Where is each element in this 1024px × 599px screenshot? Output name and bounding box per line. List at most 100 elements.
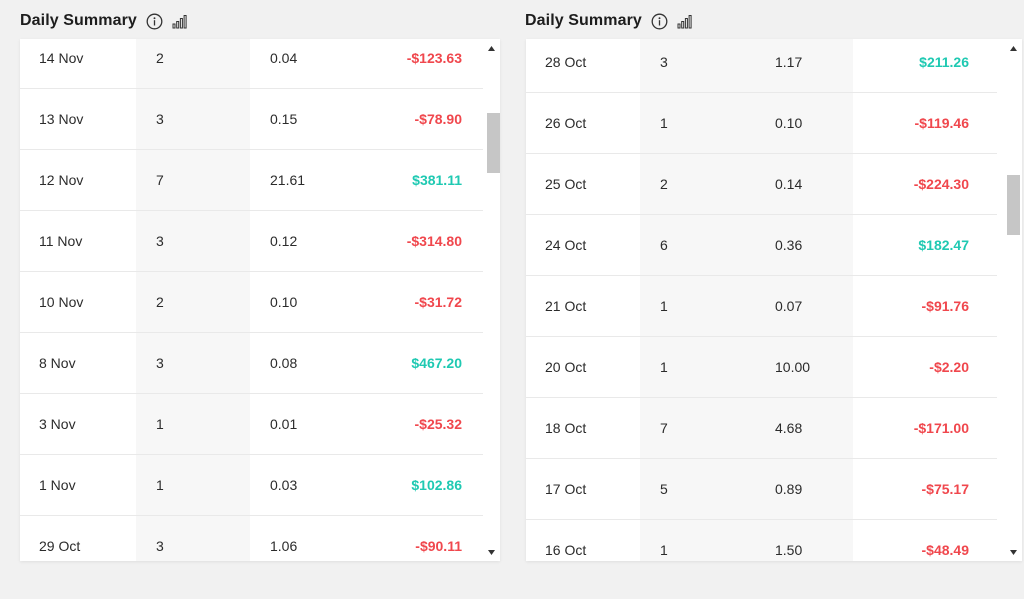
value-cell: 0.14	[755, 154, 853, 214]
value-cell: 21.61	[270, 172, 306, 188]
count-cell: 1	[640, 337, 755, 397]
info-icon[interactable]	[651, 13, 668, 30]
bar-chart-icon[interactable]	[172, 14, 187, 29]
table-row[interactable]: 20 Oct 1 10.00 -$2.20	[526, 337, 997, 398]
amount-cell: -$91.76	[921, 298, 969, 314]
amount-cell: -$2.20	[929, 359, 969, 375]
amount-cell: $182.47	[918, 237, 969, 253]
summary-table[interactable]: 14 Nov 2 0.04 -$123.63 13 Nov 3 0.15 -$78.90 12 …	[20, 39, 500, 561]
date-cell: 8 Nov	[39, 355, 76, 371]
amount-cell: $102.86	[411, 477, 462, 493]
value-cell: 0.01	[270, 416, 298, 432]
table-row[interactable]: 26 Oct 1 0.10 -$119.46	[526, 93, 997, 154]
value-cell: 0.10	[755, 93, 853, 153]
date-cell: 26 Oct	[545, 115, 587, 131]
amount-cell: -$31.72	[414, 294, 462, 310]
count-cell: 3	[640, 39, 755, 92]
amount-cell: -$123.63	[406, 50, 462, 66]
count-cell: 7	[640, 398, 755, 458]
table-row[interactable]: 17 Oct 5 0.89 -$75.17	[526, 459, 997, 520]
date-cell: 11 Nov	[39, 233, 83, 249]
value-cell: 1.50	[755, 520, 853, 561]
value-cell: 0.04	[270, 50, 298, 66]
date-cell: 10 Nov	[39, 294, 84, 310]
count-cell: 2	[136, 39, 250, 88]
date-cell: 17 Oct	[545, 481, 587, 497]
scroll-down-arrow-icon[interactable]	[483, 545, 500, 559]
count-cell: 6	[640, 215, 755, 275]
panel-header: Daily Summary	[20, 9, 187, 33]
value-cell: 0.36	[755, 215, 853, 275]
count-cell: 1	[136, 455, 250, 515]
count-cell: 1	[136, 394, 250, 454]
table-row[interactable]: 10 Nov 2 0.10 -$31.72	[20, 272, 483, 333]
amount-cell: $211.26	[919, 54, 969, 70]
scrollbar-thumb[interactable]	[1007, 175, 1020, 235]
date-cell: 25 Oct	[545, 176, 587, 192]
value-cell: 0.15	[270, 111, 298, 127]
count-cell: 5	[640, 459, 755, 519]
count-cell: 3	[136, 89, 250, 149]
value-cell: 10.00	[755, 337, 853, 397]
value-cell: 0.10	[270, 294, 298, 310]
amount-cell: -$119.46	[914, 115, 970, 131]
info-icon[interactable]	[146, 13, 163, 30]
scrollbar[interactable]	[483, 39, 500, 561]
value-cell: 0.07	[755, 276, 853, 336]
table-row[interactable]: 13 Nov 3 0.15 -$78.90	[20, 89, 483, 150]
date-cell: 21 Oct	[545, 298, 587, 314]
amount-cell: -$90.11	[415, 538, 462, 554]
count-cell: 2	[136, 272, 250, 332]
scroll-up-arrow-icon[interactable]	[1005, 41, 1022, 55]
date-cell: 29 Oct	[39, 538, 81, 554]
value-cell: 0.12	[270, 233, 298, 249]
count-cell: 1	[640, 276, 755, 336]
amount-cell: $381.11	[412, 172, 462, 188]
panel-title: Daily Summary	[525, 12, 642, 29]
date-cell: 14 Nov	[39, 50, 84, 66]
scroll-down-arrow-icon[interactable]	[1005, 545, 1022, 559]
date-cell: 20 Oct	[545, 359, 587, 375]
value-cell: 0.08	[270, 355, 298, 371]
count-cell: 7	[136, 150, 250, 210]
table-row[interactable]: 11 Nov 3 0.12 -$314.80	[20, 211, 483, 272]
table-row[interactable]: 14 Nov 2 0.04 -$123.63	[20, 39, 483, 89]
count-cell: 2	[640, 154, 755, 214]
scrollbar-thumb[interactable]	[487, 113, 500, 173]
table-row[interactable]: 3 Nov 1 0.01 -$25.32	[20, 394, 483, 455]
summary-table[interactable]: 28 Oct 3 1.17 $211.26 26 Oct 1 0.10 -$119.46 25 …	[526, 39, 1022, 561]
date-cell: 3 Nov	[39, 416, 76, 432]
panel-title: Daily Summary	[20, 12, 137, 29]
date-cell: 16 Oct	[545, 542, 587, 558]
table-row[interactable]: 28 Oct 3 1.17 $211.26	[526, 39, 997, 93]
table-row[interactable]: 21 Oct 1 0.07 -$91.76	[526, 276, 997, 337]
table-row[interactable]: 1 Nov 1 0.03 $102.86	[20, 455, 483, 516]
table-row[interactable]: 18 Oct 7 4.68 -$171.00	[526, 398, 997, 459]
table-row[interactable]: 24 Oct 6 0.36 $182.47	[526, 215, 997, 276]
table-row[interactable]: 25 Oct 2 0.14 -$224.30	[526, 154, 997, 215]
amount-cell: -$171.00	[913, 420, 969, 436]
daily-summary-panel-right: Daily Summary 28 Oct 3 1.17 $211.26 26 Oct 1 0…	[508, 0, 1024, 575]
date-cell: 1 Nov	[39, 477, 76, 493]
table-row[interactable]: 16 Oct 1 1.50 -$48.49	[526, 520, 997, 561]
table-row[interactable]: 8 Nov 3 0.08 $467.20	[20, 333, 483, 394]
amount-cell: -$314.80	[406, 233, 462, 249]
table-row[interactable]: 29 Oct 3 1.06 -$90.11	[20, 516, 483, 561]
count-cell: 1	[640, 93, 755, 153]
amount-cell: -$78.90	[414, 111, 462, 127]
count-cell: 1	[640, 520, 755, 561]
panel-header: Daily Summary	[525, 9, 692, 33]
amount-cell: -$75.17	[921, 481, 969, 497]
amount-cell: -$48.49	[921, 542, 969, 558]
date-cell: 12 Nov	[39, 172, 84, 188]
amount-cell: $467.20	[411, 355, 462, 371]
scroll-up-arrow-icon[interactable]	[483, 41, 500, 55]
daily-summary-panel-left: Daily Summary 14 Nov 2 0.04 -$123.63 13 Nov 3…	[0, 0, 508, 575]
table-row[interactable]: 12 Nov 7 21.61 $381.11	[20, 150, 483, 211]
value-cell: 1.17	[755, 39, 853, 92]
date-cell: 13 Nov	[39, 111, 84, 127]
scrollbar[interactable]	[1005, 39, 1022, 561]
date-cell: 18 Oct	[545, 420, 587, 436]
bar-chart-icon[interactable]	[677, 14, 692, 29]
amount-cell: -$224.30	[913, 176, 969, 192]
